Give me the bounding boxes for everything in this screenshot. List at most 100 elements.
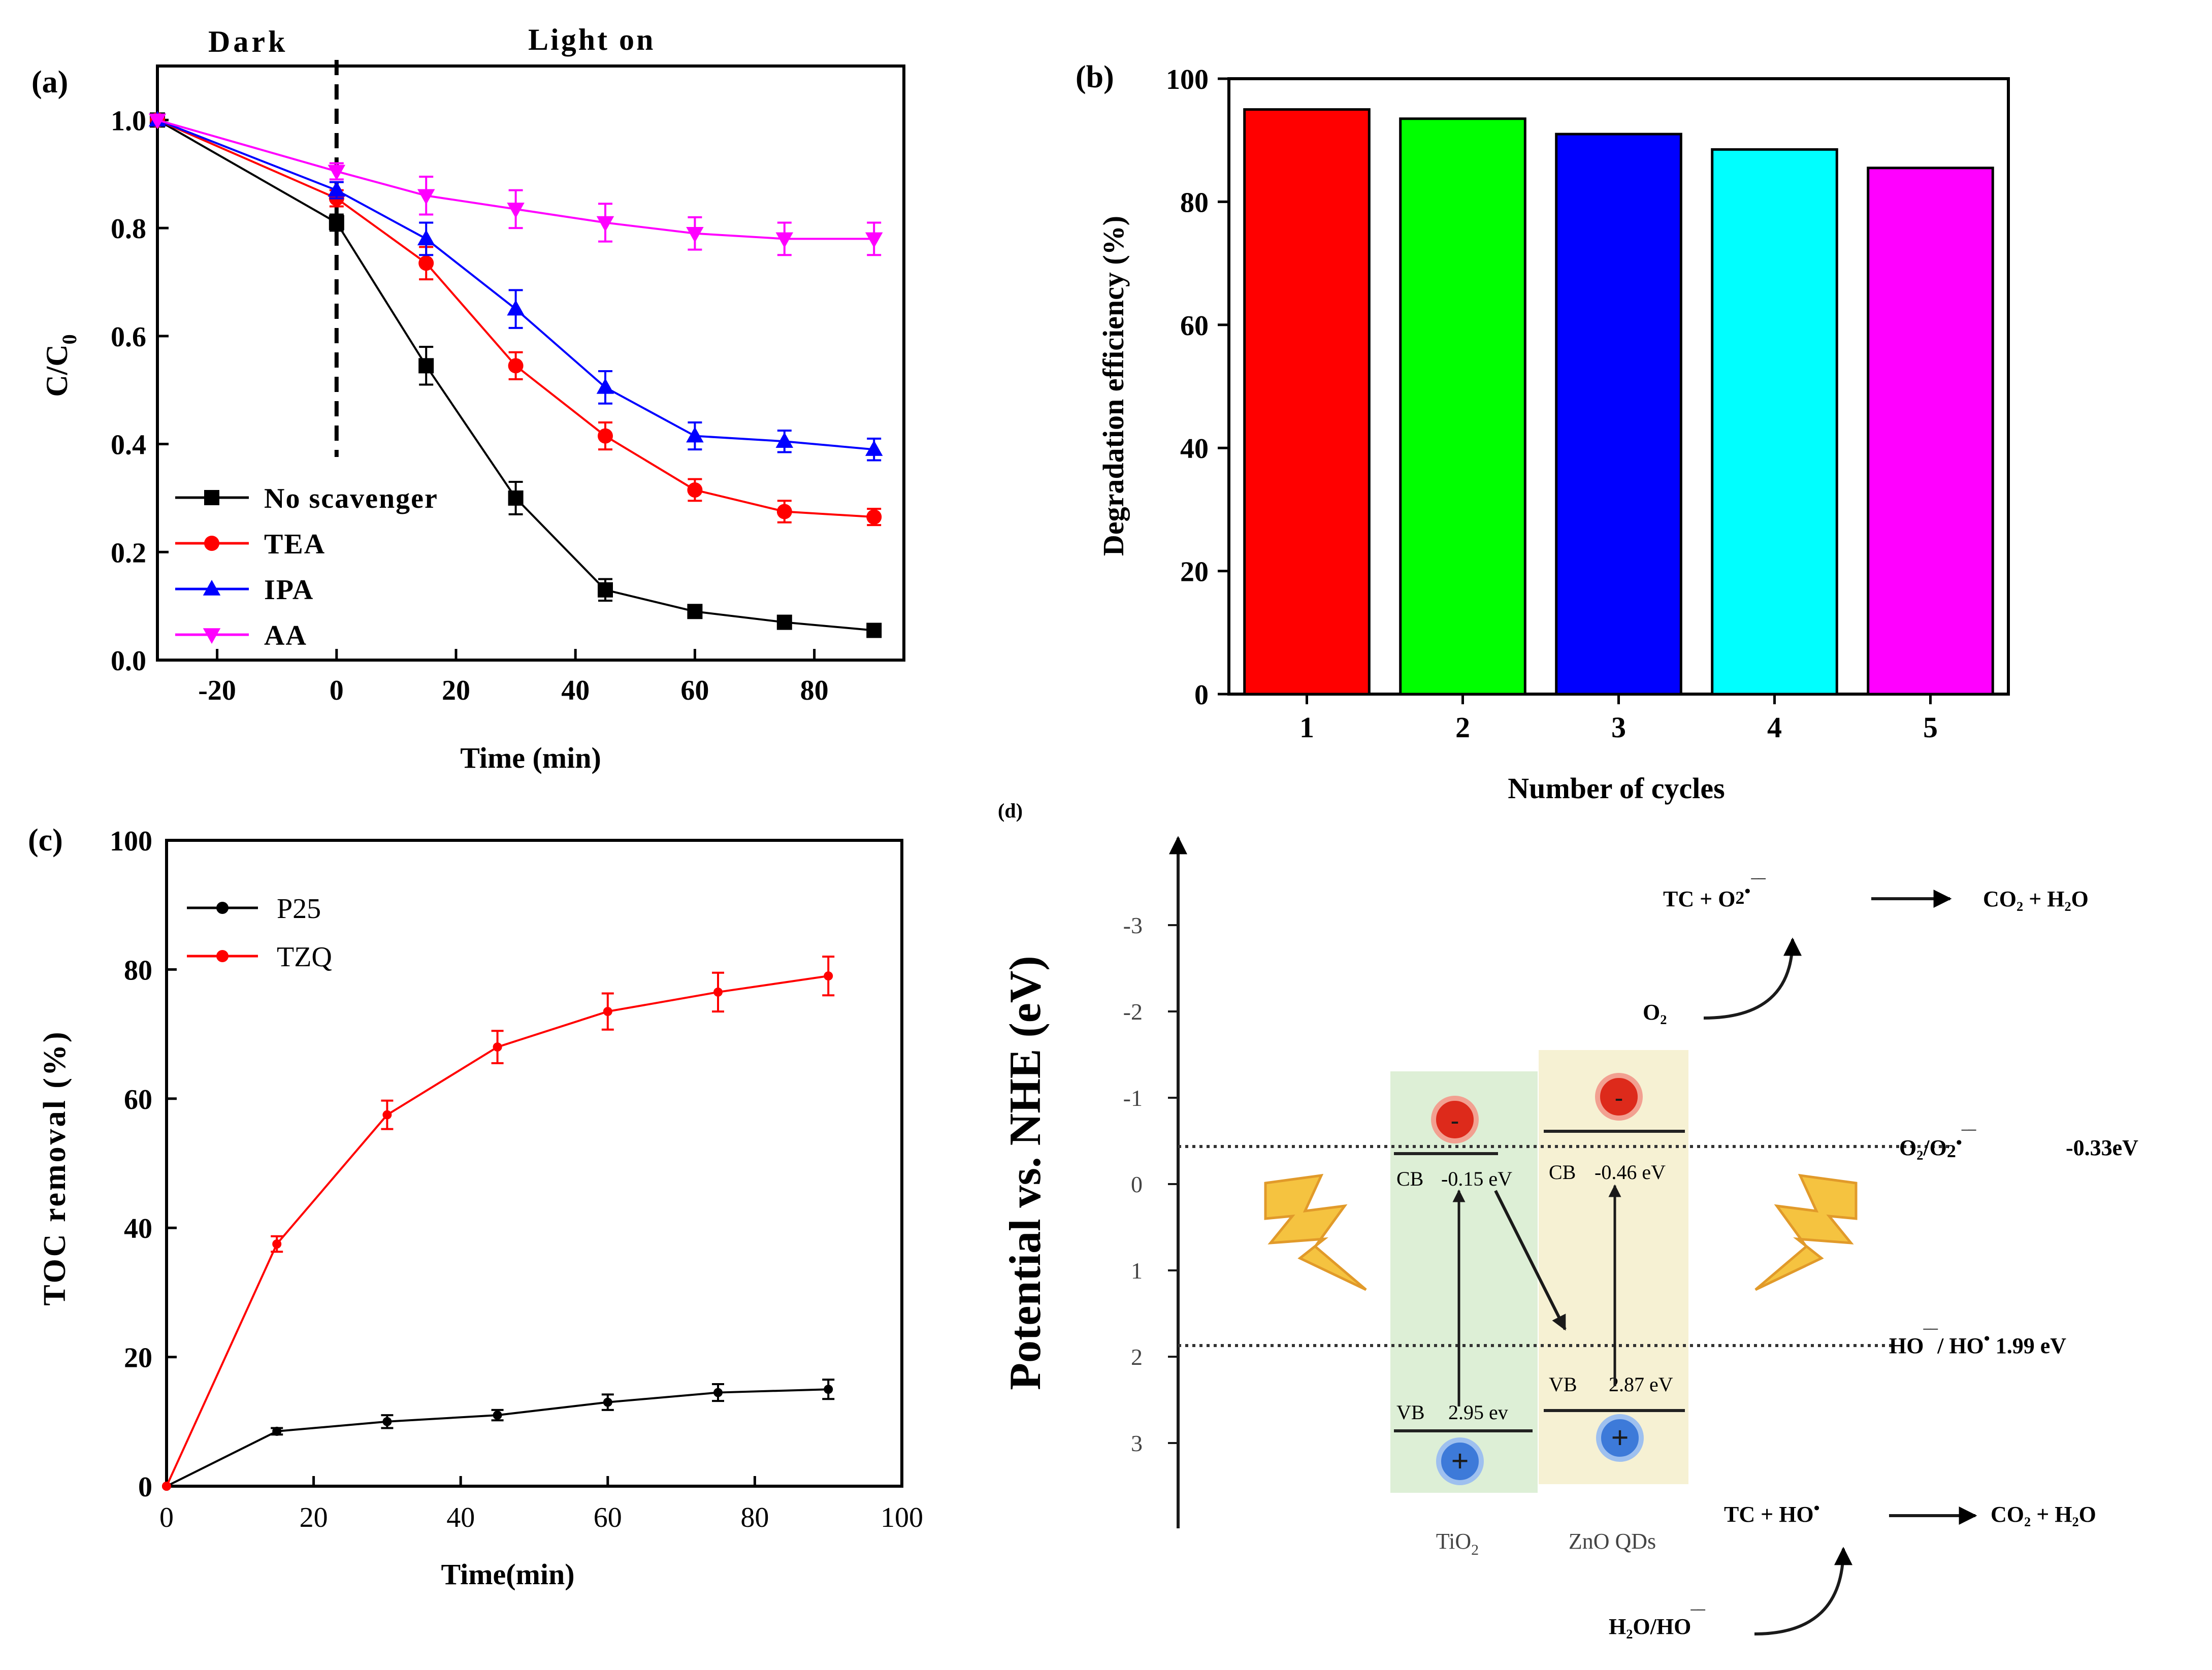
light-bolt-right-icon [1754, 1173, 1858, 1291]
legend-label: AA [264, 620, 307, 651]
marker-triangle-up [417, 230, 435, 246]
y-tick-label: 60 [1180, 310, 1209, 342]
tio2-label: TiO2 [1436, 1529, 1479, 1558]
x-tick-label: 20 [442, 675, 470, 706]
series-tzq [162, 955, 835, 1491]
marker-point [272, 1239, 282, 1249]
hole-symbol: + [1611, 1421, 1629, 1455]
marker-triangle-down [865, 232, 883, 248]
bar-cycle-2 [1399, 117, 1526, 696]
series-line [157, 119, 874, 240]
charge-transfer-arrow [1494, 1190, 1567, 1331]
x-tick-label: 4 [1767, 711, 1782, 744]
legend-label: TZQ [277, 941, 332, 973]
marker-triangle-down [507, 203, 525, 218]
d-y-tick-label: 3 [1131, 1430, 1143, 1456]
reaction-top-right: CO₂ + H₂O [1983, 887, 2089, 911]
marker-point [713, 987, 723, 997]
marker-triangle-down [596, 216, 614, 232]
panel-a-ylabel: C/C0 [40, 334, 81, 397]
y-tick-label: 80 [1180, 187, 1209, 218]
y-tick-label: 40 [1180, 433, 1209, 465]
ylabel-main: C/C [40, 344, 74, 397]
bar-cycle-1 [1243, 108, 1371, 696]
y-tick-label: 0.4 [111, 430, 146, 461]
marker-triangle-down [203, 628, 221, 644]
panel-a-legend: No scavenger TEA IPA AA [175, 483, 438, 651]
d-y-tick-label: 0 [1131, 1171, 1143, 1197]
light-bolt-left-icon [1264, 1173, 1367, 1291]
y-tick-label: 0 [138, 1471, 152, 1503]
marker-triangle-up [775, 432, 794, 448]
marker-circle [598, 428, 613, 444]
x-tick-label: 40 [561, 675, 590, 706]
x-tick-label: 80 [740, 1502, 769, 1533]
x-tick-label: 60 [594, 1502, 622, 1533]
marker-triangle-up [865, 440, 883, 456]
panel-b-xlabel: Number of cycles [1508, 772, 1725, 805]
o2-level-value: -0.33eV [2066, 1135, 2138, 1160]
marker-circle [776, 504, 792, 519]
o2-curve-arrow [1703, 937, 1802, 1020]
x-tick-label: -20 [198, 675, 236, 706]
marker-triangle-down [686, 226, 704, 243]
marker-point [493, 1411, 502, 1420]
legend-label: No scavenger [264, 483, 438, 514]
y-tick-label: 60 [124, 1084, 152, 1116]
marker-triangle-up [203, 580, 221, 596]
panel-d-label: (d) [998, 799, 1023, 822]
panel-c-frame [165, 839, 903, 1488]
x-tick-label: 100 [881, 1502, 923, 1533]
o2-level-label: O₂/O2•‾‾ [1899, 1128, 1976, 1161]
y-tick-label: 20 [1180, 556, 1209, 588]
panel-c-xlabel: Time(min) [441, 1558, 574, 1591]
marker-square [418, 358, 434, 374]
zno-hole: + [1596, 1414, 1644, 1462]
h2o-curve-arrow [1754, 1547, 1852, 1635]
x-tick-label: 0 [159, 1502, 174, 1533]
marker-point [162, 1482, 171, 1491]
legend-label: IPA [264, 574, 314, 606]
y-tick-label: 1.0 [111, 105, 146, 137]
panel-d: (d) -3 -2 -1 0 1 2 3 Potential vs. NHE (eV) CB… [998, 799, 2138, 1639]
reaction-bottom-right: CO₂ + H₂O [1991, 1502, 2096, 1527]
legend-label: P25 [277, 893, 321, 925]
x-tick-label: 5 [1923, 711, 1938, 744]
legend-swatch-marker [216, 950, 229, 962]
x-tick-label: 20 [300, 1502, 328, 1533]
series-line [157, 119, 874, 451]
h2o-ho-label: H₂O/HO‾‾ [1609, 1608, 1706, 1639]
electron-symbol: - [1451, 1107, 1459, 1134]
marker-triangle-down [775, 232, 794, 248]
zno-vb-label: VB [1549, 1373, 1577, 1396]
y-tick-label: 20 [124, 1342, 152, 1374]
d-y-tick-label: -3 [1123, 912, 1143, 938]
ylabel-sub: 0 [58, 334, 81, 344]
panel-d-ylabel: Potential vs. NHE (eV) [1001, 956, 1050, 1390]
panel-a: (a) 0.0 0.2 0.4 0.6 0.8 1.0 -20 0 20 40 60 80 Dark… [31, 23, 905, 774]
tio2-vb-value: 2.95 ev [1448, 1401, 1508, 1424]
marker-circle [687, 482, 703, 498]
panel-a-xlabel: Time (min) [460, 741, 601, 774]
x-tick-label: 2 [1455, 711, 1470, 744]
marker-square [687, 604, 703, 619]
x-tick-label: 1 [1299, 711, 1314, 744]
d-y-tick-label: -2 [1123, 999, 1143, 1025]
bar-cycle-5 [1867, 167, 1994, 696]
x-tick-label: 3 [1611, 711, 1626, 744]
tio2-cb-label: CB [1396, 1167, 1423, 1190]
marker-square [866, 623, 882, 638]
legend-swatch-marker [216, 902, 229, 914]
marker-triangle-down [148, 113, 167, 129]
marker-triangle-up [328, 181, 346, 197]
series-aa [148, 113, 883, 256]
dark-label: Dark [208, 25, 288, 58]
zno-cb-label: CB [1549, 1161, 1576, 1184]
marker-point [603, 1397, 612, 1407]
series-p25 [162, 1379, 835, 1491]
series-line [157, 119, 874, 518]
marker-triangle-up [507, 300, 525, 316]
panel-a-label: (a) [31, 65, 68, 100]
y-tick-label: 0.2 [111, 537, 146, 569]
